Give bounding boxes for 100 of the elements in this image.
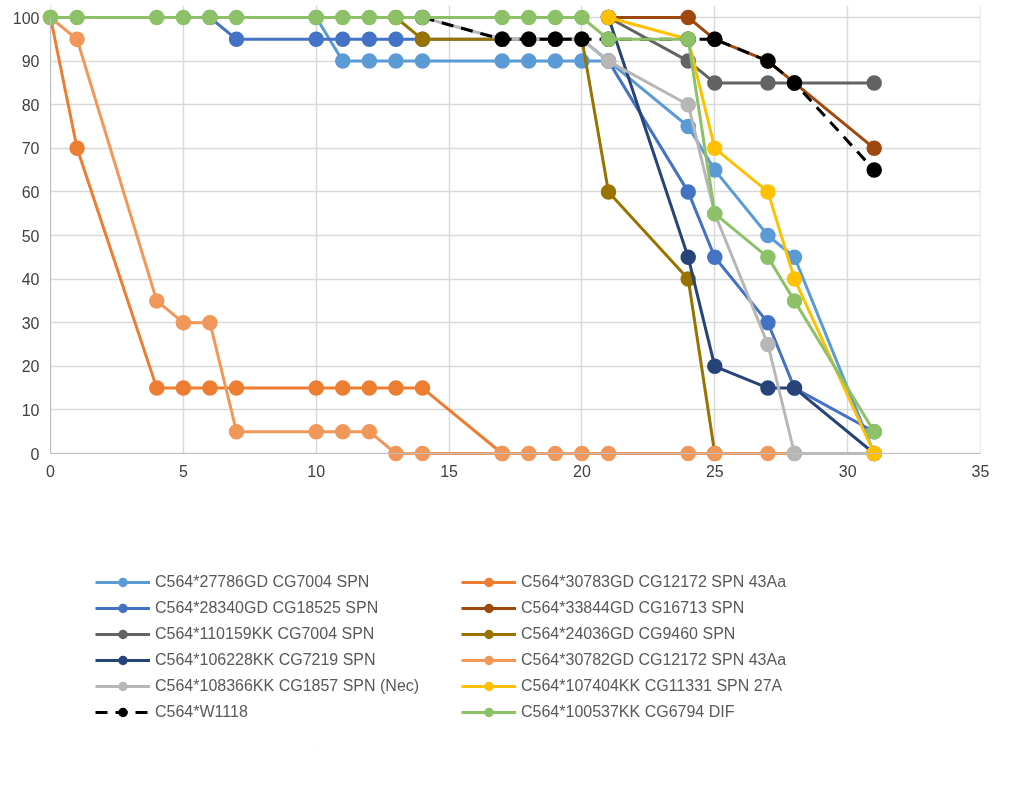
point xyxy=(388,31,404,48)
x-tick-label: 10 xyxy=(307,462,326,480)
point xyxy=(760,75,776,91)
point xyxy=(69,140,85,157)
point xyxy=(414,380,431,396)
legend-label: C564*110159KK CG7004 SPN xyxy=(155,625,376,643)
x-tick-label: 35 xyxy=(971,462,990,480)
point xyxy=(361,31,378,48)
point xyxy=(228,9,245,26)
point xyxy=(149,9,165,26)
legend-label: C564*33844GD CG16713 SPN xyxy=(521,599,746,617)
point xyxy=(521,445,537,462)
point xyxy=(308,380,324,396)
legend-label: C564*27786GD CG7004 SPN xyxy=(155,573,371,591)
point xyxy=(202,380,218,396)
x-tick-label: 5 xyxy=(178,462,188,480)
point xyxy=(228,380,245,396)
y-tick-label: 100 xyxy=(12,9,40,27)
point xyxy=(361,380,378,396)
point xyxy=(760,336,776,353)
point xyxy=(521,53,537,69)
point xyxy=(69,31,85,48)
point xyxy=(149,380,165,396)
point xyxy=(680,96,696,113)
point xyxy=(308,423,324,440)
point xyxy=(680,9,696,26)
point xyxy=(680,249,696,266)
legend-label: C564*100537KK CG6794 DIF xyxy=(521,703,736,721)
point xyxy=(547,53,564,69)
point xyxy=(361,423,378,440)
point xyxy=(335,423,351,440)
point xyxy=(414,445,431,462)
point xyxy=(175,9,192,26)
y-tick-label: 50 xyxy=(21,227,40,245)
legend-label: C564*30783GD CG12172 SPN 43Aa xyxy=(521,573,788,591)
point xyxy=(388,445,404,462)
point xyxy=(335,9,351,26)
legend-label: C564*30782GD CG12172 SPN 43Aa xyxy=(521,651,788,669)
point xyxy=(547,445,564,462)
point xyxy=(574,445,590,462)
y-tick-label: 30 xyxy=(21,314,40,332)
point xyxy=(760,227,776,244)
point xyxy=(760,184,776,200)
point xyxy=(574,9,590,26)
x-tick-label: 15 xyxy=(440,462,459,480)
point xyxy=(680,184,696,200)
point xyxy=(494,9,510,26)
point xyxy=(707,75,723,91)
y-tick-label: 60 xyxy=(21,183,40,201)
point xyxy=(760,249,776,266)
point xyxy=(335,53,351,69)
point xyxy=(707,249,723,266)
point xyxy=(866,162,882,178)
x-tick-label: 30 xyxy=(838,462,857,480)
x-tick-label: 20 xyxy=(573,462,591,480)
legend-label: C564*106228KK CG7219 SPN xyxy=(155,651,377,669)
y-tick-label: 20 xyxy=(21,358,40,376)
legend-label: C564*28340GD CG18525 SPN xyxy=(155,599,380,617)
legend-label: C564*107404KK CG11331 SPN 27A xyxy=(521,677,784,695)
point xyxy=(680,445,696,462)
point xyxy=(175,314,192,331)
y-tick-label: 70 xyxy=(21,140,40,158)
point xyxy=(760,445,776,462)
point xyxy=(361,53,378,69)
y-tick-label: 80 xyxy=(21,96,40,114)
point xyxy=(228,31,245,48)
point xyxy=(414,53,431,69)
point xyxy=(600,445,617,462)
point xyxy=(707,358,723,375)
point xyxy=(335,380,351,396)
point xyxy=(494,53,510,69)
point xyxy=(760,380,776,396)
point xyxy=(149,293,165,309)
point xyxy=(388,53,404,69)
y-tick-label: 90 xyxy=(21,53,40,71)
point xyxy=(69,9,85,26)
y-tick-label: 10 xyxy=(21,401,40,419)
point xyxy=(308,31,324,48)
y-tick-label: 0 xyxy=(30,445,40,463)
point xyxy=(547,9,564,26)
point xyxy=(521,9,537,26)
legend-label: C564*24036GD CG9460 SPN xyxy=(521,625,737,643)
point xyxy=(786,293,803,309)
point xyxy=(228,423,245,440)
point xyxy=(786,271,803,287)
point xyxy=(866,75,882,91)
point xyxy=(361,9,378,26)
point xyxy=(760,314,776,331)
point xyxy=(600,184,617,200)
legend-label: C564*W1118 xyxy=(155,703,249,721)
point xyxy=(866,140,882,157)
point xyxy=(388,380,404,396)
point xyxy=(202,314,218,331)
point xyxy=(175,380,192,396)
point xyxy=(335,31,351,48)
x-tick-label: 25 xyxy=(705,462,724,480)
y-tick-label: 40 xyxy=(21,271,40,289)
point xyxy=(707,140,723,157)
legend-label: C564*108366KK CG1857 SPN (Nec) xyxy=(155,677,421,695)
x-tick-label: 0 xyxy=(46,462,56,480)
